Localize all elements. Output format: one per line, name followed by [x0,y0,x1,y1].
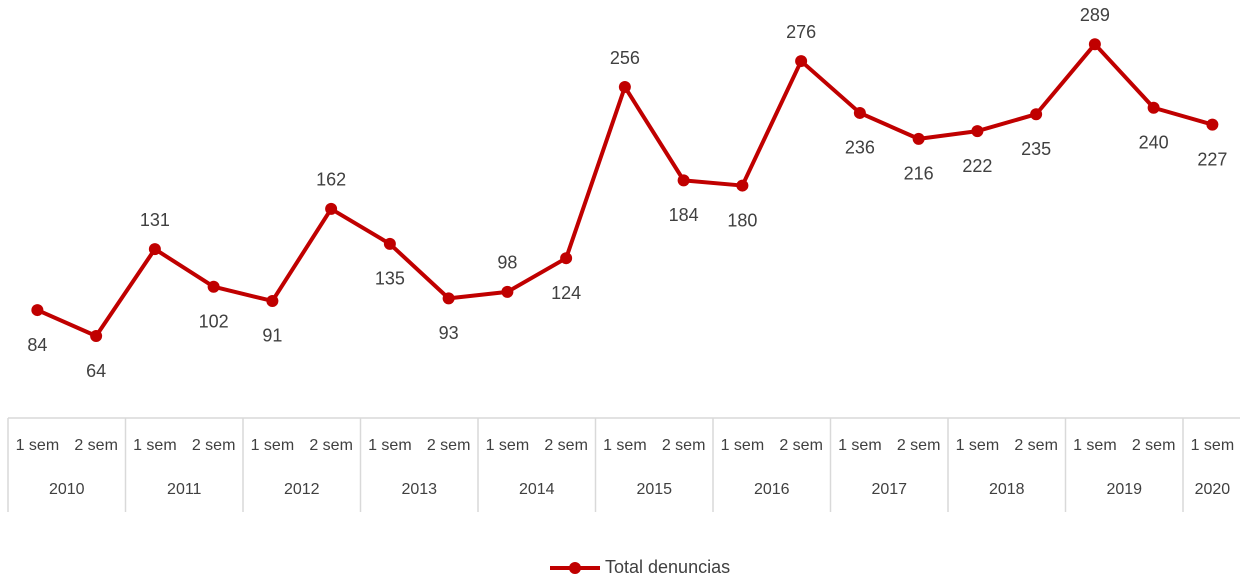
x-tick-label: 2 sem [779,437,823,454]
x-group-label: 2016 [754,481,790,498]
x-group-label: 2017 [871,481,907,498]
marker [853,106,866,119]
data-label: 84 [27,335,47,355]
marker [736,179,749,192]
data-label: 102 [199,311,229,331]
x-tick-label: 2 sem [427,437,471,454]
x-group-label: 2011 [167,481,202,498]
x-group-label: 2019 [1106,481,1142,498]
data-label: 162 [316,170,346,190]
marker [501,285,514,298]
marker [325,202,338,215]
data-label: 135 [375,269,405,289]
x-group-label: 2015 [636,481,672,498]
x-tick-label: 1 sem [368,437,412,454]
data-label: 289 [1080,5,1110,25]
data-label: 93 [439,323,459,343]
x-tick-label: 2 sem [74,437,118,454]
data-label: 235 [1021,139,1051,159]
legend-marker [569,562,581,574]
x-group-label: 2020 [1195,481,1231,498]
x-tick-label: 1 sem [16,437,60,454]
data-label: 276 [786,22,816,42]
marker [148,243,161,256]
marker [31,304,44,317]
marker [795,55,808,68]
x-tick-label: 2 sem [1132,437,1176,454]
legend-label: Total denuncias [605,557,730,577]
x-group-label: 2012 [284,481,320,498]
x-tick-label: 1 sem [251,437,295,454]
x-tick-label: 1 sem [838,437,882,454]
marker [618,81,631,93]
x-tick-label: 1 sem [956,437,1000,454]
x-group-label: 2018 [989,481,1025,498]
marker [1206,118,1219,131]
x-tick-label: 2 sem [897,437,941,454]
x-group-label: 2010 [49,481,85,498]
data-label: 98 [497,253,517,273]
marker [1030,108,1043,121]
x-tick-label: 1 sem [486,437,530,454]
data-label: 236 [845,138,875,158]
x-tick-label: 2 sem [662,437,706,454]
x-tick-label: 2 sem [192,437,236,454]
x-tick-label: 1 sem [721,437,765,454]
data-label: 227 [1197,149,1227,169]
data-label: 184 [669,205,699,225]
data-label: 222 [962,156,992,176]
x-tick-label: 1 sem [603,437,647,454]
data-label: 256 [610,48,640,68]
marker [1088,38,1101,51]
x-tick-label: 1 sem [133,437,177,454]
x-group-label: 2014 [519,481,555,498]
data-label: 180 [727,210,757,230]
marker [90,330,103,342]
marker [207,280,220,293]
data-label: 124 [551,283,581,303]
x-tick-label: 1 sem [1073,437,1117,454]
marker [560,252,573,265]
marker [266,294,279,307]
marker [1147,101,1160,114]
data-label: 91 [262,326,282,346]
marker [442,292,455,305]
data-label: 240 [1139,133,1169,153]
x-tick-label: 1 sem [1191,437,1235,454]
marker [971,125,984,138]
x-tick-label: 2 sem [309,437,353,454]
data-label: 64 [86,361,106,381]
marker [912,132,925,145]
x-group-label: 2013 [401,481,437,498]
x-tick-label: 2 sem [544,437,588,454]
marker [383,237,396,250]
data-label: 131 [140,210,170,230]
x-tick-label: 2 sem [1014,437,1058,454]
marker [677,174,690,187]
data-label: 216 [904,164,934,184]
